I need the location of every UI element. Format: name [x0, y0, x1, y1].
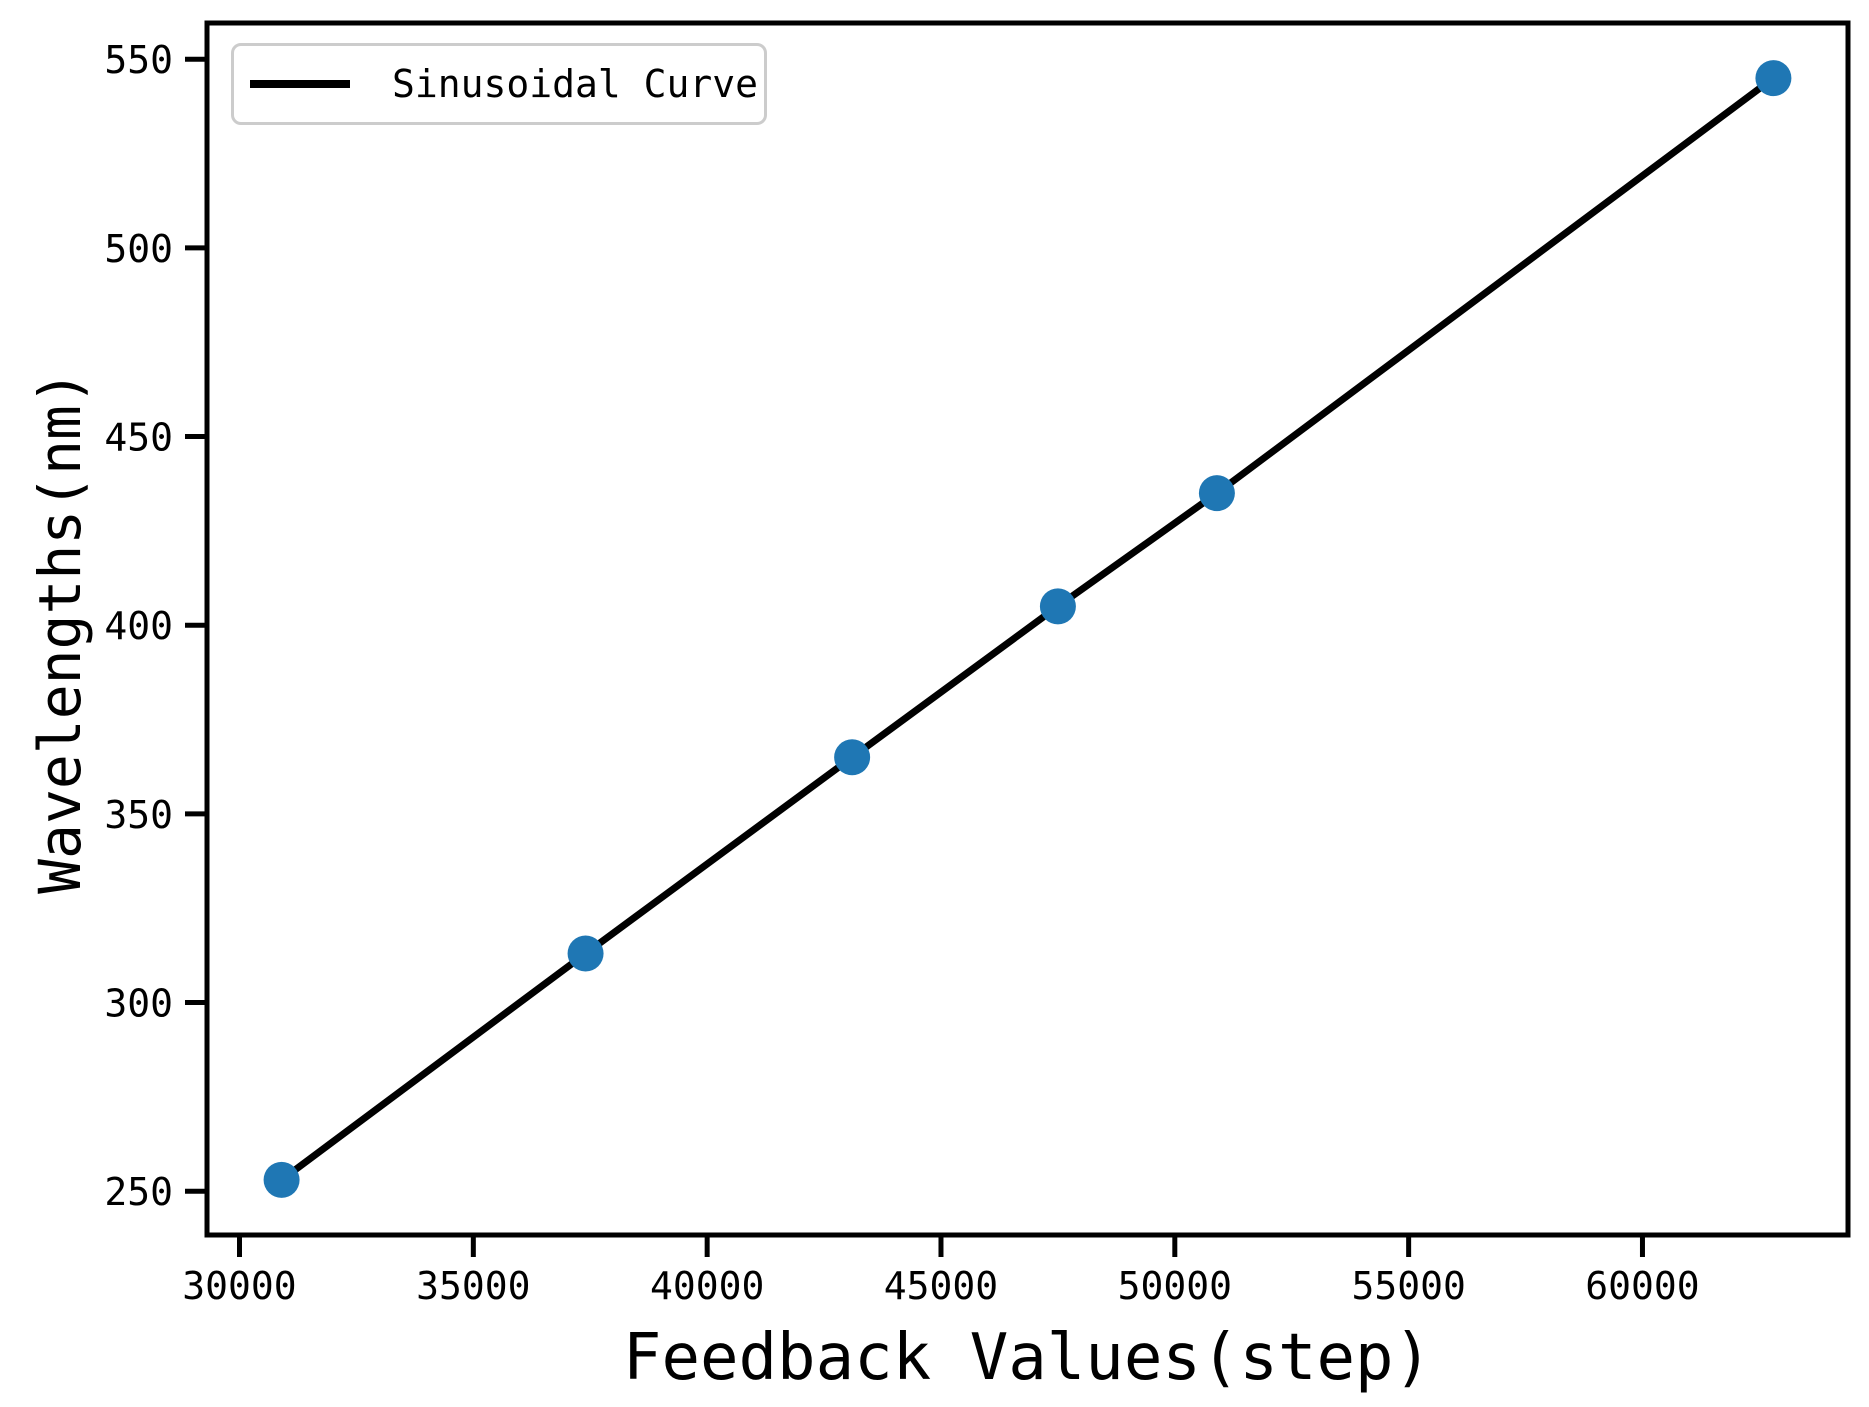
x-tick-label: 45000: [884, 1264, 998, 1308]
x-tick-label: 40000: [650, 1264, 764, 1308]
axes-frame: [204, 20, 1851, 1238]
y-axis-label: Wavelengths(nm): [26, 370, 94, 894]
y-tick-label: 250: [104, 1170, 173, 1214]
legend: Sinusoidal Curve: [231, 43, 767, 125]
y-tick-label: 400: [104, 604, 173, 648]
series-line: [278, 74, 1777, 1184]
data-point-marker: [834, 739, 871, 776]
legend-line-swatch: [250, 80, 350, 88]
y-tick-label: 500: [104, 227, 173, 271]
x-tick-label: 60000: [1585, 1264, 1699, 1308]
y-tick-label: 450: [104, 416, 173, 460]
y-tick-label: 350: [104, 793, 173, 837]
y-tick-label: 300: [104, 982, 173, 1026]
y-tick-label: 550: [104, 38, 173, 82]
data-point-marker: [1755, 60, 1792, 97]
legend-label: Sinusoidal Curve: [392, 62, 759, 106]
x-tick-label: 50000: [1118, 1264, 1232, 1308]
x-axis-label: Feedback Values(step): [622, 1321, 1433, 1395]
x-tick-label: 35000: [416, 1264, 530, 1308]
data-point-marker: [567, 935, 604, 972]
data-point-marker: [1039, 588, 1076, 625]
data-point-marker: [1198, 475, 1235, 512]
data-point-marker: [263, 1161, 300, 1198]
x-tick-label: 55000: [1351, 1264, 1465, 1308]
x-tick-label: 30000: [182, 1264, 296, 1308]
